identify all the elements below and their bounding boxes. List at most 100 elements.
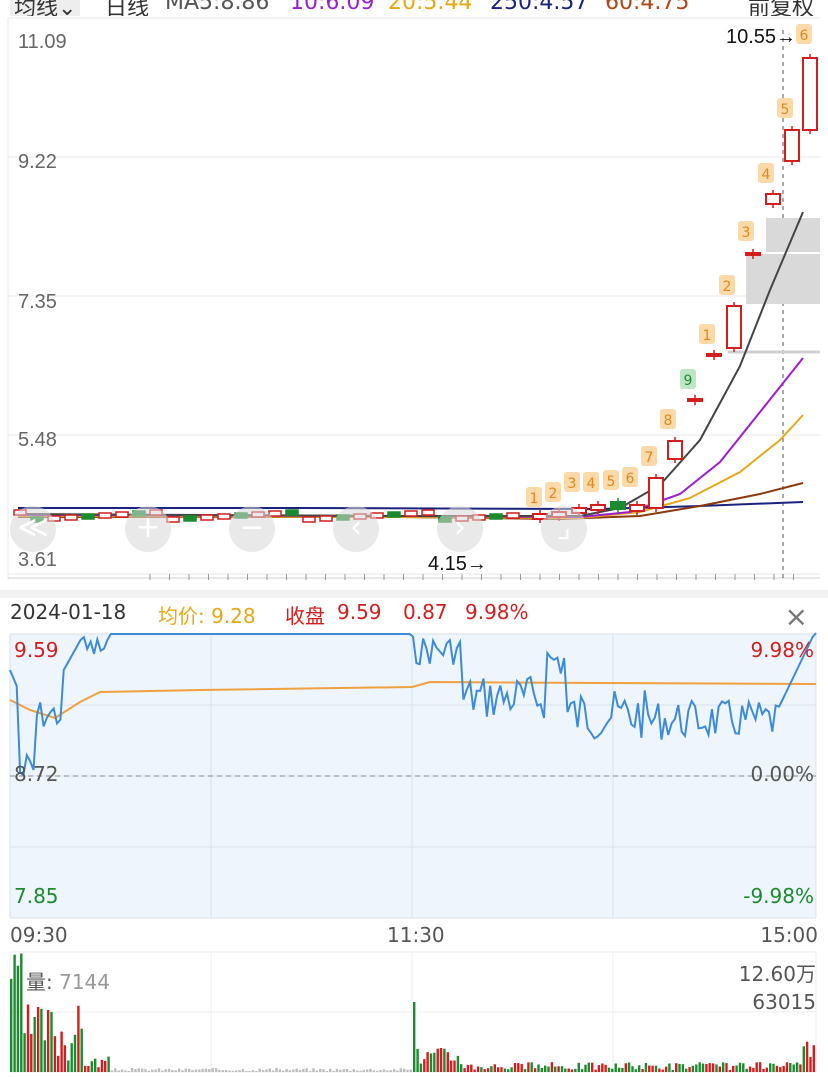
chevron-down-icon: ⌄ bbox=[58, 0, 77, 16]
streak-badge bbox=[603, 470, 619, 490]
volume-bar bbox=[194, 1069, 198, 1072]
rewind-button[interactable]: ≪ bbox=[10, 506, 56, 552]
candle bbox=[285, 509, 299, 516]
period-select[interactable]: 均线⌄ bbox=[10, 0, 81, 16]
volume-bar bbox=[490, 1066, 493, 1072]
volume-bar bbox=[604, 1064, 607, 1072]
volume-bar bbox=[151, 1069, 154, 1072]
streak-badge-label: 2 bbox=[549, 486, 558, 502]
volume-bar bbox=[36, 1007, 40, 1072]
price-mid-label: 8.72 bbox=[14, 762, 59, 786]
prev-button[interactable]: ‹ bbox=[333, 506, 379, 552]
volume-bar bbox=[83, 1065, 87, 1072]
volume-bar bbox=[681, 1064, 685, 1072]
volume-bar bbox=[352, 1069, 355, 1072]
ma250-value: 250:4.57 bbox=[490, 0, 589, 15]
pct-mid-label: 0.00% bbox=[750, 762, 814, 786]
streak-badge bbox=[564, 472, 580, 492]
streak-badge-label: 3 bbox=[568, 476, 577, 492]
candle bbox=[629, 504, 645, 512]
volume-bar bbox=[191, 1070, 194, 1072]
volume-bar bbox=[214, 1068, 218, 1072]
ma60-value: 60:4.75 bbox=[605, 0, 690, 15]
volume-bar bbox=[533, 1068, 537, 1072]
volume-bar bbox=[241, 1069, 245, 1072]
volume-bar bbox=[248, 1070, 251, 1072]
volume-bar bbox=[429, 1053, 433, 1072]
volume-bar bbox=[107, 1056, 110, 1072]
volume-bar bbox=[329, 1068, 332, 1072]
volume-bar bbox=[53, 1036, 57, 1072]
volume-bar bbox=[436, 1048, 439, 1072]
volume-bar bbox=[188, 1068, 191, 1072]
volume-bar bbox=[114, 1068, 117, 1072]
adjust-mode[interactable]: 前复权 bbox=[748, 0, 815, 16]
zoom-out-button[interactable]: − bbox=[229, 506, 275, 552]
volume-bar bbox=[396, 1070, 399, 1072]
ma-legend-bar: 均线⌄ 日线 MA5:8.86 10:6.09 20:5.44 250:4.57… bbox=[0, 0, 828, 16]
volume-bar bbox=[473, 1069, 476, 1072]
volume-bar bbox=[134, 1069, 137, 1072]
volume-bar bbox=[369, 1068, 372, 1072]
streak-badge bbox=[699, 324, 715, 344]
volume-bar bbox=[312, 1068, 315, 1072]
next-button[interactable]: › bbox=[437, 506, 483, 552]
volume-bar bbox=[691, 1065, 695, 1072]
volume-bar bbox=[715, 1064, 718, 1072]
volume-bar bbox=[654, 1065, 658, 1072]
candle bbox=[81, 513, 95, 520]
volume-bar bbox=[161, 1070, 164, 1072]
line-type-label[interactable]: 日线 bbox=[105, 0, 150, 16]
volume-max-label: 12.60万 bbox=[738, 962, 816, 986]
volume-bar bbox=[762, 1068, 765, 1072]
volume-bar bbox=[224, 1070, 228, 1072]
streak-badge-label: 3 bbox=[742, 225, 751, 241]
volume-bar bbox=[379, 1070, 382, 1072]
volume-bar bbox=[419, 1063, 423, 1072]
streak-badge bbox=[719, 275, 735, 295]
volume-bar bbox=[141, 1068, 144, 1072]
volume-bar bbox=[779, 1067, 782, 1072]
volume-bar bbox=[319, 1068, 322, 1072]
volume-bar bbox=[493, 1064, 496, 1072]
volume-bar bbox=[792, 1064, 795, 1072]
streak-badge bbox=[796, 24, 812, 44]
price-axis-label: 5.48 bbox=[18, 429, 57, 451]
time-mid-label: 11:30 bbox=[387, 923, 445, 947]
volume-bar bbox=[295, 1068, 298, 1072]
volume-bar bbox=[355, 1070, 359, 1072]
close-label: 收盘 bbox=[285, 604, 325, 628]
streak-badge-label: 6 bbox=[800, 28, 809, 44]
volume-bar bbox=[345, 1069, 349, 1072]
volume-bar bbox=[57, 1055, 60, 1072]
volume-bar bbox=[235, 1070, 238, 1072]
volume-bar bbox=[144, 1069, 147, 1072]
volume-bar bbox=[302, 1069, 305, 1072]
volume-bar bbox=[258, 1068, 261, 1072]
volume-bar bbox=[177, 1068, 181, 1072]
candle bbox=[115, 511, 129, 518]
fullscreen-button[interactable]: ⌟ bbox=[541, 506, 587, 552]
volume-bar bbox=[261, 1070, 265, 1072]
candle bbox=[590, 504, 606, 511]
close-icon[interactable]: × bbox=[784, 600, 808, 633]
zoom-in-button[interactable]: + bbox=[125, 506, 171, 552]
price-axis-label: 3.61 bbox=[18, 549, 57, 571]
volume-bar bbox=[67, 1060, 70, 1072]
volume-bar bbox=[624, 1063, 627, 1072]
volume-bar bbox=[392, 1069, 396, 1072]
volume-bar bbox=[463, 1068, 466, 1072]
candle bbox=[726, 305, 742, 349]
volume-bar bbox=[638, 1065, 641, 1072]
ma5-value: MA5:8.86 bbox=[165, 0, 270, 15]
volume-bar bbox=[738, 1062, 742, 1072]
trade-date: 2024-01-18 bbox=[10, 600, 127, 624]
intraday-chart[interactable] bbox=[0, 630, 828, 950]
streak-badge-label: 1 bbox=[530, 491, 539, 507]
volume-bar bbox=[288, 1070, 292, 1072]
volume-bar bbox=[416, 1048, 419, 1072]
candle bbox=[610, 501, 626, 510]
volume-bar bbox=[785, 1062, 789, 1072]
volume-bar bbox=[507, 1069, 510, 1072]
